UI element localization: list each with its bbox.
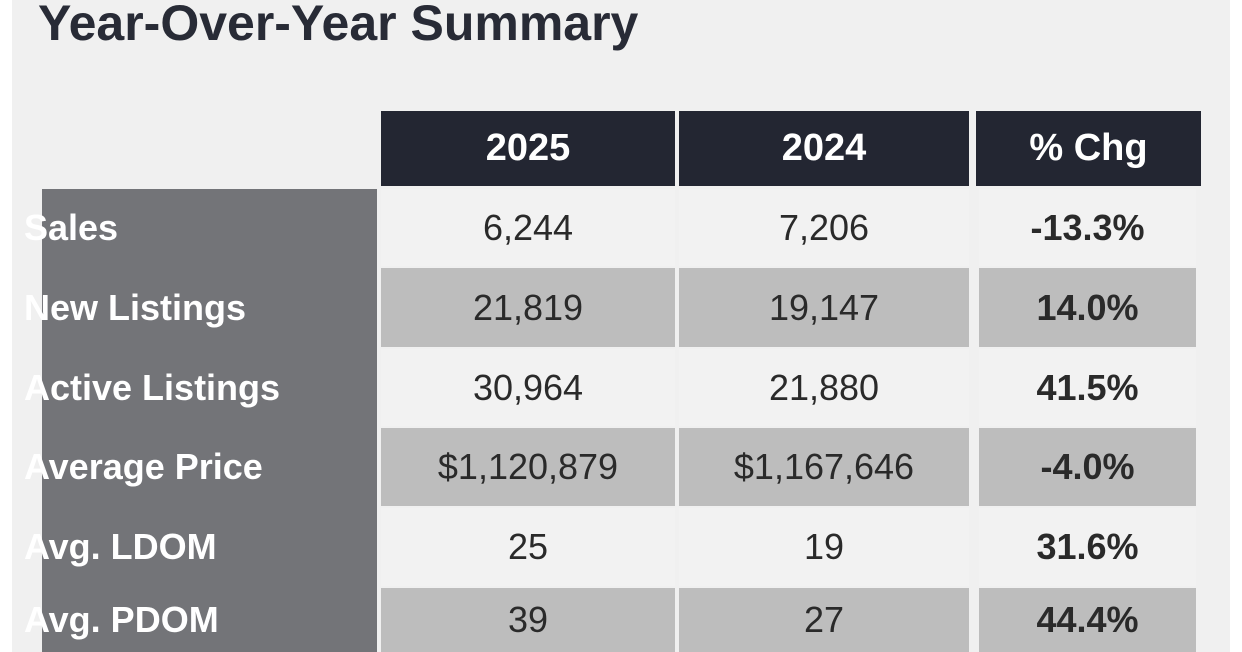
row-label: Average Price (24, 446, 263, 487)
value-2025: $1,120,879 (381, 428, 675, 506)
value-pct-change: -13.3% (979, 189, 1196, 266)
column-header-pct-chg: % Chg (976, 111, 1201, 186)
column-header-2025: 2025 (381, 111, 675, 186)
value-2025: 30,964 (381, 349, 675, 426)
column-header-2024: 2024 (679, 111, 969, 186)
page-title: Year-Over-Year Summary (38, 0, 639, 51)
row-label: Avg. LDOM (24, 526, 217, 567)
row-label: Sales (24, 207, 119, 248)
value-2024: 21,880 (679, 349, 969, 426)
value-2025: 39 (381, 588, 675, 652)
value-2024: 7,206 (679, 189, 969, 266)
value-2024: 27 (679, 588, 969, 652)
value-2024: 19,147 (679, 268, 969, 347)
value-pct-change: 14.0% (979, 268, 1196, 347)
value-pct-change: 44.4% (979, 588, 1196, 652)
value-2025: 6,244 (381, 189, 675, 266)
value-pct-change: 31.6% (979, 508, 1196, 586)
value-pct-change: -4.0% (979, 428, 1196, 506)
row-labels-column (42, 189, 377, 652)
value-2025: 25 (381, 508, 675, 586)
value-pct-change: 41.5% (979, 349, 1196, 426)
value-2025: 21,819 (381, 268, 675, 347)
row-label: New Listings (24, 287, 247, 328)
value-2024: 19 (679, 508, 969, 586)
row-label: Active Listings (24, 367, 281, 408)
row-label: Avg. PDOM (24, 599, 219, 640)
value-2024: $1,167,646 (679, 428, 969, 506)
